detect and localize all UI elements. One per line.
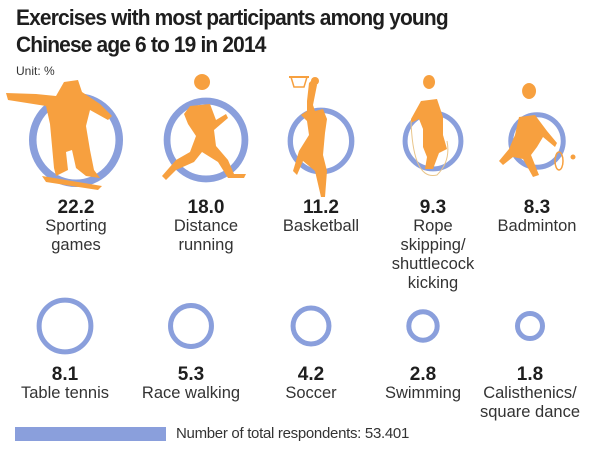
data-label: Table tennis: [21, 384, 109, 402]
data-value: 8.1: [52, 364, 79, 385]
racket-icon: [554, 151, 564, 171]
rope-skipper-icon: [411, 75, 447, 169]
data-label: Soccer: [285, 384, 337, 402]
legend-swatch: [15, 427, 166, 441]
data-label: Calisthenics/: [483, 384, 577, 402]
data-label: Race walking: [142, 384, 240, 402]
bubble-ring: [36, 297, 94, 355]
data-value: 11.2: [303, 197, 339, 218]
skateboarder-icon: [6, 80, 112, 190]
basketball-player-icon: [293, 79, 327, 197]
basketball-icon: [311, 77, 319, 85]
data-label: Swimming: [385, 384, 461, 402]
data-value: 4.2: [298, 364, 324, 385]
data-label: games: [51, 236, 101, 254]
shuttlecock-icon: [570, 154, 576, 160]
bubble-ring: [515, 311, 545, 341]
bubble-ring: [290, 305, 332, 347]
bubble-ring: [168, 303, 214, 349]
data-label: Sporting: [45, 217, 106, 235]
legend-text: Number of total respondents: 53.401: [176, 425, 409, 442]
skipping-rope-icon: [410, 120, 449, 177]
data-value: 2.8: [410, 364, 436, 385]
data-value: 5.3: [178, 364, 204, 385]
bubble-ring: [508, 112, 566, 170]
runner-icon: [162, 74, 246, 180]
data-value: 1.8: [517, 364, 543, 385]
data-label: Basketball: [283, 217, 359, 235]
data-value: 9.3: [420, 197, 446, 218]
bubble-ring: [406, 309, 440, 343]
data-label: Rope: [413, 217, 452, 235]
badminton-player-icon: [499, 83, 557, 177]
data-label: running: [178, 236, 233, 254]
hoop-net-icon: [290, 76, 308, 88]
data-label: Badminton: [498, 217, 577, 235]
bubble-ring: [163, 97, 249, 183]
unit-label: Unit: %: [16, 64, 55, 78]
chart-title: Exercises with most participants among y…: [16, 4, 555, 58]
data-label: Distance: [174, 217, 238, 235]
data-label: square dance: [480, 403, 580, 421]
data-value: 8.3: [524, 197, 550, 218]
data-value: 22.2: [58, 197, 95, 218]
data-label: skipping/: [400, 236, 466, 254]
data-value: 18.0: [188, 197, 225, 218]
data-label: kicking: [408, 274, 458, 292]
chart-title-line-1: Exercises with most participants among y…: [16, 5, 449, 30]
chart-title-line-2: Chinese age 6 to 19 in 2014: [16, 32, 266, 57]
data-label: shuttlecock: [392, 255, 475, 273]
